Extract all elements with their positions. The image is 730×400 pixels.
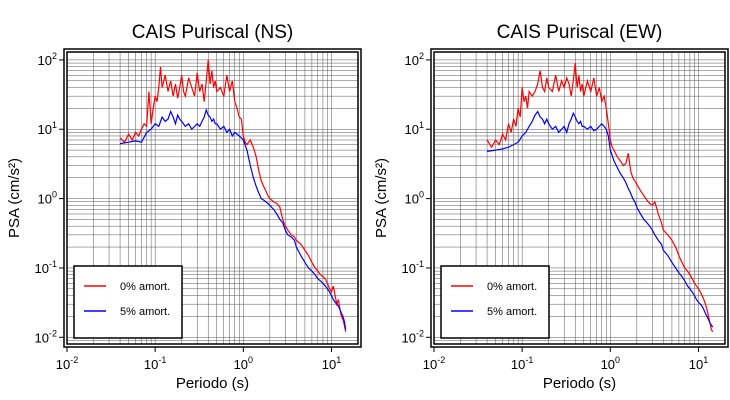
x-tick-exp: -2 [70,355,78,365]
plot-frame [433,51,726,345]
y-tick-label: 102 [405,51,424,68]
series-line-red [119,59,347,332]
x-tick-exp: -2 [437,355,445,365]
series-line-blue [486,110,714,328]
series-line-blue [119,108,347,330]
chart-title: CAIS Puriscal (NS) [132,22,294,43]
x-axis-label: Periodo (s) [543,375,616,392]
x-tick-label: 10-1 [144,355,166,372]
y-tick-base: 10 [35,261,49,276]
y-tick-exp: 2 [52,51,57,61]
legend-box [73,265,183,339]
y-tick-base: 10 [38,192,52,207]
x-tick-base: 10 [322,357,336,372]
chart-title: CAIS Puriscal (EW) [497,22,663,43]
y-tick-exp: 2 [419,51,424,61]
y-tick-base: 10 [35,330,49,345]
x-tick-label: 100 [601,355,620,372]
y-tick-exp: 1 [52,120,57,130]
y-tick-base: 10 [402,261,416,276]
x-tick-label: 100 [234,355,253,372]
x-tick-exp: 0 [248,355,253,365]
x-axis-label: Periodo (s) [176,375,249,392]
plot-frame-outer [430,48,729,348]
x-tick-label: 10-1 [511,355,533,372]
plot-area [486,63,714,333]
y-tick-base: 10 [405,192,419,207]
x-tick-base: 10 [511,357,525,372]
series-line-red [486,63,714,333]
legend-label: 0% amort. [120,281,170,293]
y-tick-base: 10 [402,330,416,345]
x-tick-base: 10 [56,357,70,372]
legend-label: 5% amort. [120,306,170,318]
y-tick-label: 102 [38,51,57,68]
x-tick-exp: -1 [525,355,533,365]
y-tick-exp: 0 [52,190,57,200]
legend-label: 0% amort. [487,281,537,293]
y-tick-exp: -1 [416,259,424,269]
y-tick-label: 10-2 [35,328,57,345]
y-axis-label: PSA (cm/s²) [6,158,23,238]
y-tick-exp: -2 [49,328,57,338]
y-tick-label: 10-1 [35,259,57,276]
x-tick-base: 10 [234,357,248,372]
x-tick-exp: 1 [336,355,341,365]
plot-frame-outer [63,48,362,348]
x-tick-base: 10 [689,357,703,372]
grid [67,52,358,344]
x-tick-exp: 1 [703,355,708,365]
y-tick-exp: -1 [49,259,57,269]
x-tick-label: 10-2 [56,355,78,372]
y-tick-exp: 0 [419,190,424,200]
plot-frame [66,51,359,345]
legend: 0% amort. 5% amort. [440,265,550,339]
y-tick-label: 101 [405,120,424,137]
y-tick-label: 10-1 [402,259,424,276]
legend-label: 5% amort. [487,306,537,318]
y-tick-exp: 1 [419,120,424,130]
legend: 0% amort. 5% amort. [73,265,183,339]
x-tick-base: 10 [423,357,437,372]
y-tick-base: 10 [38,53,52,68]
x-tick-exp: -1 [158,355,166,365]
y-tick-base: 10 [38,122,52,137]
y-tick-label: 101 [38,120,57,137]
y-tick-base: 10 [405,122,419,137]
plot-area [119,59,347,332]
x-tick-label: 101 [689,355,708,372]
x-tick-exp: 0 [615,355,620,365]
y-tick-label: 100 [38,190,57,207]
y-tick-base: 10 [405,53,419,68]
y-tick-exp: -2 [416,328,424,338]
y-axis-label: PSA (cm/s²) [373,158,390,238]
x-tick-label: 10-2 [423,355,445,372]
x-tick-base: 10 [144,357,158,372]
y-tick-label: 10-2 [402,328,424,345]
x-tick-label: 101 [322,355,341,372]
x-tick-base: 10 [601,357,615,372]
y-tick-label: 100 [405,190,424,207]
legend-box [440,265,550,339]
